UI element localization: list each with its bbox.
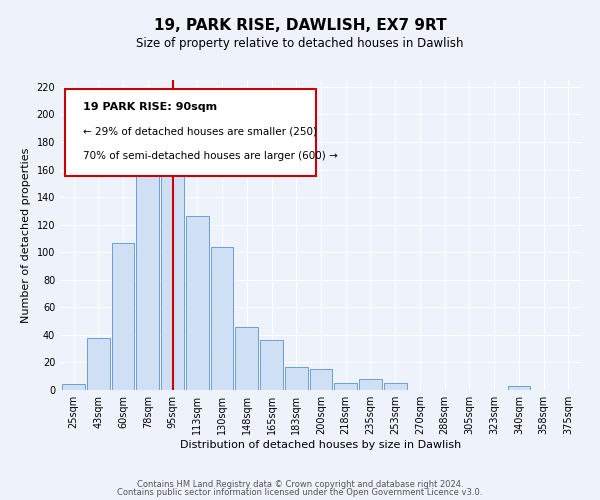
Bar <box>260 340 283 390</box>
Bar <box>136 148 159 390</box>
Bar <box>161 150 184 390</box>
Bar <box>186 216 209 390</box>
Text: 70% of semi-detached houses are larger (600) →: 70% of semi-detached houses are larger (… <box>83 152 338 162</box>
Text: Size of property relative to detached houses in Dawlish: Size of property relative to detached ho… <box>136 38 464 51</box>
Bar <box>384 383 407 390</box>
Bar <box>310 370 332 390</box>
Y-axis label: Number of detached properties: Number of detached properties <box>21 148 31 322</box>
Text: 19 PARK RISE: 90sqm: 19 PARK RISE: 90sqm <box>83 102 218 112</box>
Text: Contains HM Land Registry data © Crown copyright and database right 2024.: Contains HM Land Registry data © Crown c… <box>137 480 463 489</box>
Bar <box>62 384 85 390</box>
Bar <box>359 379 382 390</box>
Bar <box>508 386 530 390</box>
Text: Contains public sector information licensed under the Open Government Licence v3: Contains public sector information licen… <box>118 488 482 497</box>
X-axis label: Distribution of detached houses by size in Dawlish: Distribution of detached houses by size … <box>181 440 461 450</box>
Bar <box>87 338 110 390</box>
Text: ← 29% of detached houses are smaller (250): ← 29% of detached houses are smaller (25… <box>83 126 317 136</box>
Bar <box>235 326 258 390</box>
Text: 19, PARK RISE, DAWLISH, EX7 9RT: 19, PARK RISE, DAWLISH, EX7 9RT <box>154 18 446 32</box>
Bar <box>285 366 308 390</box>
FancyBboxPatch shape <box>65 90 316 176</box>
Bar <box>211 246 233 390</box>
Bar <box>112 242 134 390</box>
Bar <box>334 383 357 390</box>
